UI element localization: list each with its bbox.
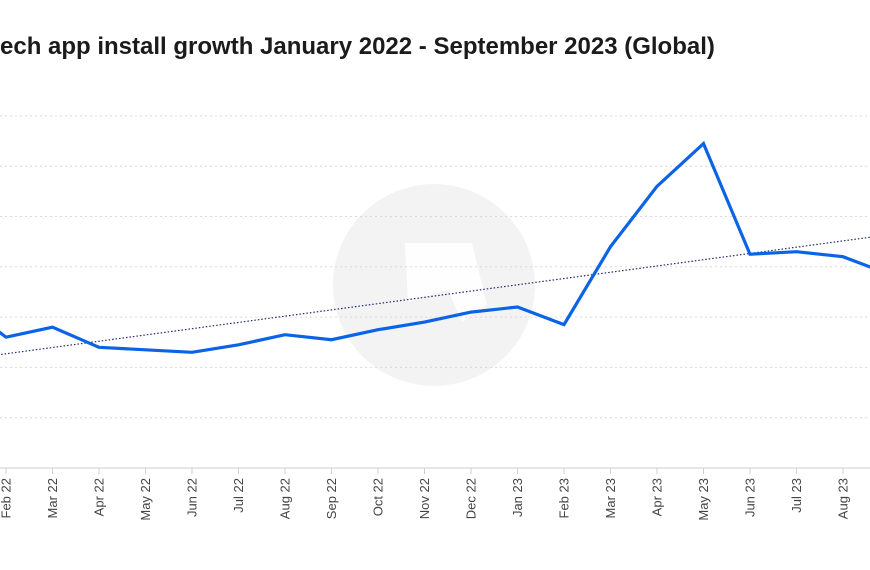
x-tick-label: Jun 22 [185, 478, 200, 517]
trendline [0, 236, 870, 356]
x-tick-label: May 22 [138, 478, 153, 521]
x-tick-label: Oct 22 [371, 478, 386, 516]
x-tick-label: Aug 23 [836, 478, 851, 519]
x-tick-label: Apr 23 [650, 478, 665, 516]
x-tick-label: Feb 23 [557, 478, 572, 518]
x-tick-label: Jul 23 [789, 478, 804, 513]
x-tick-label: Feb 22 [0, 478, 14, 518]
x-tick-label: Aug 22 [278, 478, 293, 519]
chart-title: tech app install growth January 2022 - S… [0, 33, 715, 60]
x-tick-label: Mar 22 [45, 478, 60, 518]
watermark-logo-icon [333, 184, 535, 386]
x-tick-label: Jan 23 [510, 478, 525, 517]
x-tick-label: May 23 [696, 478, 711, 521]
x-tick-label: Sep 22 [324, 478, 339, 519]
x-tick-label: Apr 22 [92, 478, 107, 516]
series-line [0, 140, 870, 354]
x-tick-label: Mar 23 [603, 478, 618, 518]
x-tick-label: Dec 22 [464, 478, 479, 519]
x-tick-label: Nov 22 [417, 478, 432, 519]
x-tick-label: Jul 22 [231, 478, 246, 513]
x-tick-label: Jun 23 [743, 478, 758, 517]
